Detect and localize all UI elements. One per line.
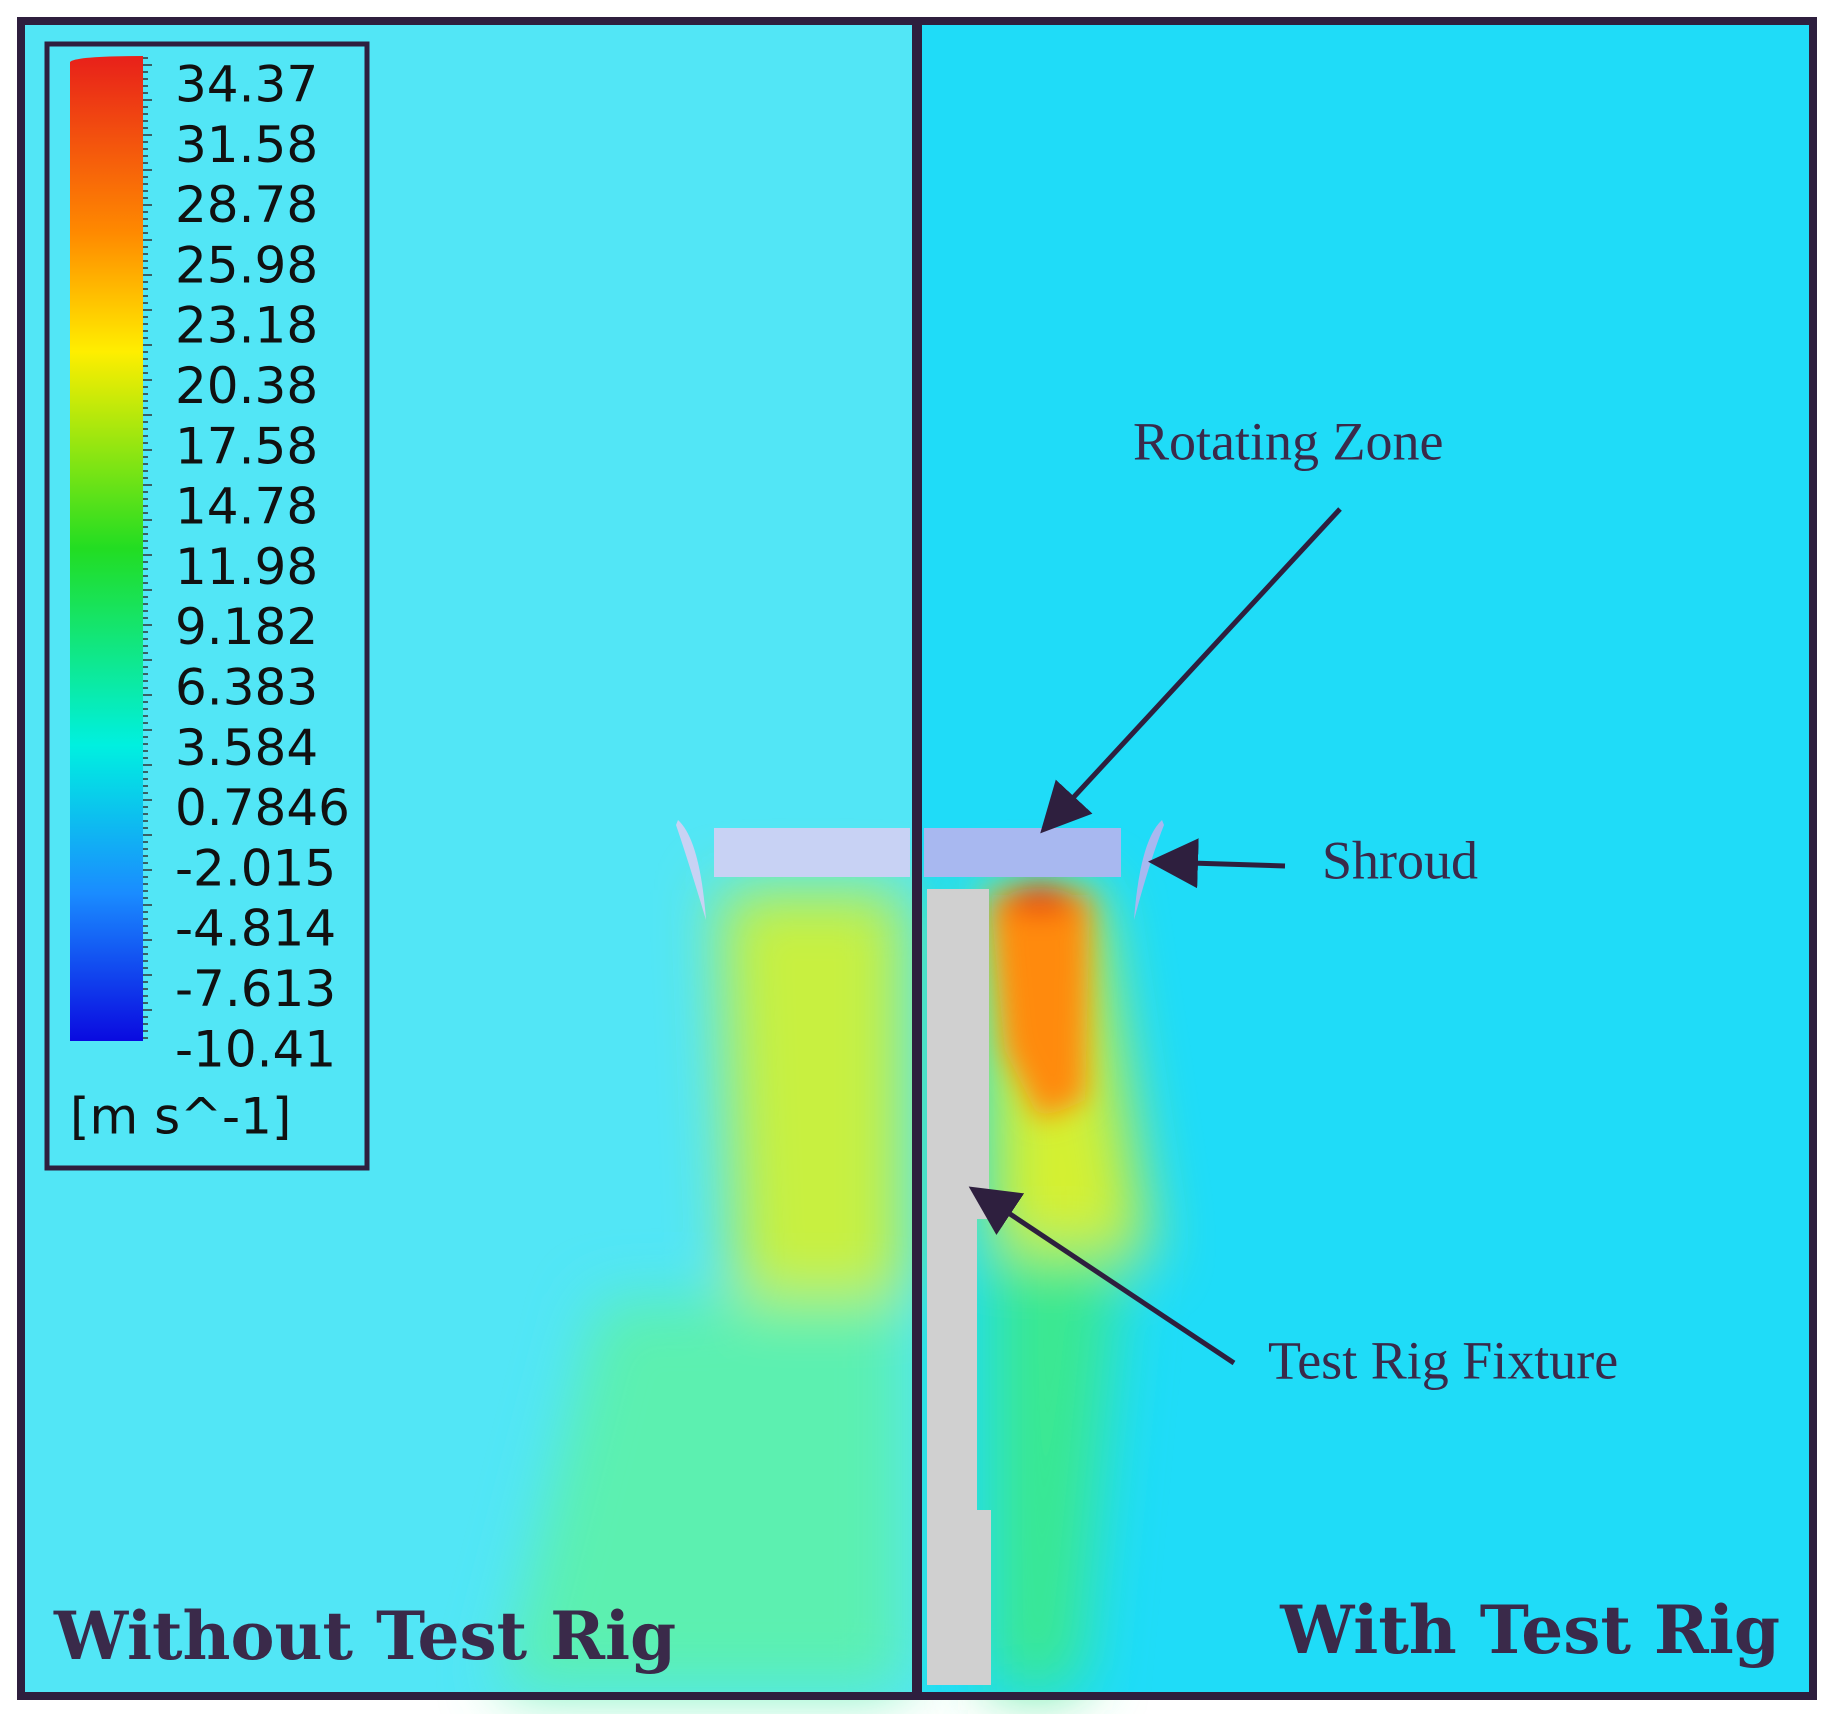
annotation: Shroud xyxy=(1322,830,1478,890)
test-rig-fixture-part xyxy=(977,889,989,1219)
left-plume xyxy=(500,890,905,1690)
arrow xyxy=(1040,507,1342,834)
panel-label: With Test Rig xyxy=(1279,1591,1780,1669)
legend-tick-label: 17.58 xyxy=(175,417,318,475)
test-rig-fixture xyxy=(927,889,977,1685)
legend: [m s^-1] 34.3731.5828.7825.9823.1820.381… xyxy=(44,41,370,1171)
legend-tick-label: 6.383 xyxy=(175,659,318,717)
annotation: Test Rig Fixture xyxy=(1268,1330,1618,1390)
arrow xyxy=(968,1186,1236,1366)
annotation: Rotating Zone xyxy=(1133,411,1443,471)
legend-tick-label: 31.58 xyxy=(175,116,318,174)
legend-tick-label: 14.78 xyxy=(175,478,318,536)
rotor-left xyxy=(714,828,910,877)
rotor-right xyxy=(924,828,1121,877)
legend-tick-label: -10.41 xyxy=(175,1020,336,1078)
shroud-left xyxy=(676,820,706,920)
legend-tick-label: 34.37 xyxy=(175,56,318,114)
legend-tick-label: 9.182 xyxy=(175,598,318,656)
frame xyxy=(17,17,1817,1700)
arrow xyxy=(1148,838,1286,889)
legend-tick-label: 3.584 xyxy=(175,719,318,777)
panel-label: Without Test Rig xyxy=(53,1597,676,1675)
right-core xyxy=(990,888,1090,1120)
legend-tick-label: 11.98 xyxy=(175,538,318,596)
legend-tick-label: 25.98 xyxy=(175,236,318,294)
legend-tick-label: 20.38 xyxy=(175,357,318,415)
colorbar xyxy=(70,56,143,1041)
legend-tick-label: 28.78 xyxy=(175,176,318,234)
legend-tick-label: 0.7846 xyxy=(175,779,350,837)
legend-tick-label: -7.613 xyxy=(175,960,336,1018)
legend-tick-label: 23.18 xyxy=(175,297,318,355)
test-rig-fixture-part xyxy=(977,1510,991,1685)
legend-box xyxy=(44,41,370,1171)
legend-tick-label: -2.015 xyxy=(175,839,336,897)
legend-tick-label: -4.814 xyxy=(175,900,336,958)
legend-unit: [m s^-1] xyxy=(70,1088,291,1146)
